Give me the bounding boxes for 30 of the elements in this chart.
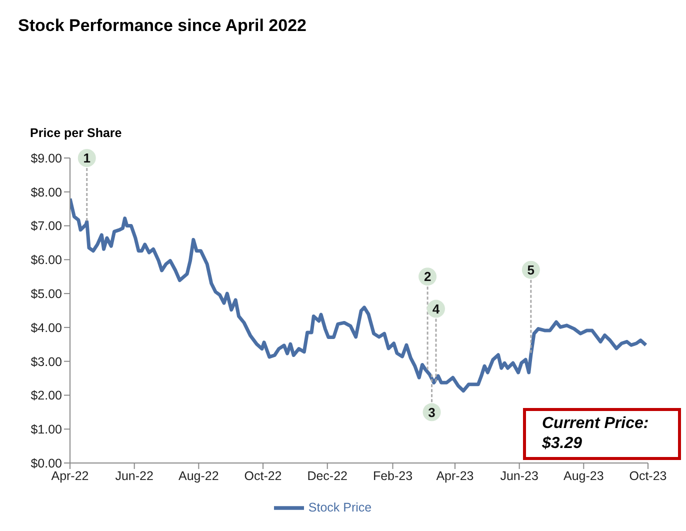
y-tick-label: $9.00	[30, 151, 62, 166]
x-tick-label: Aug-23	[564, 468, 604, 483]
x-tick-label: Oct-22	[244, 468, 282, 483]
annotation: 2	[424, 269, 432, 284]
annotation: Current Price: $3.29	[523, 408, 681, 460]
x-tick-label: Apr-22	[51, 468, 89, 483]
y-tick-label: $7.00	[30, 219, 62, 234]
line-series	[70, 196, 648, 393]
annotation: 3	[428, 404, 436, 420]
x-tick-label: Feb-23	[372, 468, 413, 483]
x-tick-label: Aug-22	[178, 468, 219, 483]
legend-label: Stock Price	[308, 500, 372, 514]
annotation: 4	[432, 301, 440, 316]
chart-title: Stock Performance since April 2022	[18, 16, 307, 36]
y-axis-title: Price per Share	[30, 126, 122, 140]
y-tick-label: $8.00	[30, 185, 62, 200]
x-tick-label: Apr-23	[436, 468, 474, 483]
y-tick-label: $2.00	[30, 388, 62, 403]
y-tick-label: $5.00	[30, 286, 62, 301]
x-tick-label: Dec-22	[307, 468, 348, 483]
y-tick-label: $6.00	[30, 253, 62, 268]
x-tick-label: Jun-22	[115, 468, 154, 483]
y-tick-label: $0.00	[30, 456, 62, 470]
annotation: 1	[83, 150, 90, 166]
x-tick-label: Oct-23	[629, 468, 667, 483]
y-tick-label: $1.00	[30, 422, 62, 437]
y-tick-label: $3.00	[30, 354, 62, 369]
annotation: 5	[527, 262, 535, 278]
x-tick-label: Jun-23	[500, 468, 538, 483]
y-tick-label: $4.00	[30, 320, 62, 335]
